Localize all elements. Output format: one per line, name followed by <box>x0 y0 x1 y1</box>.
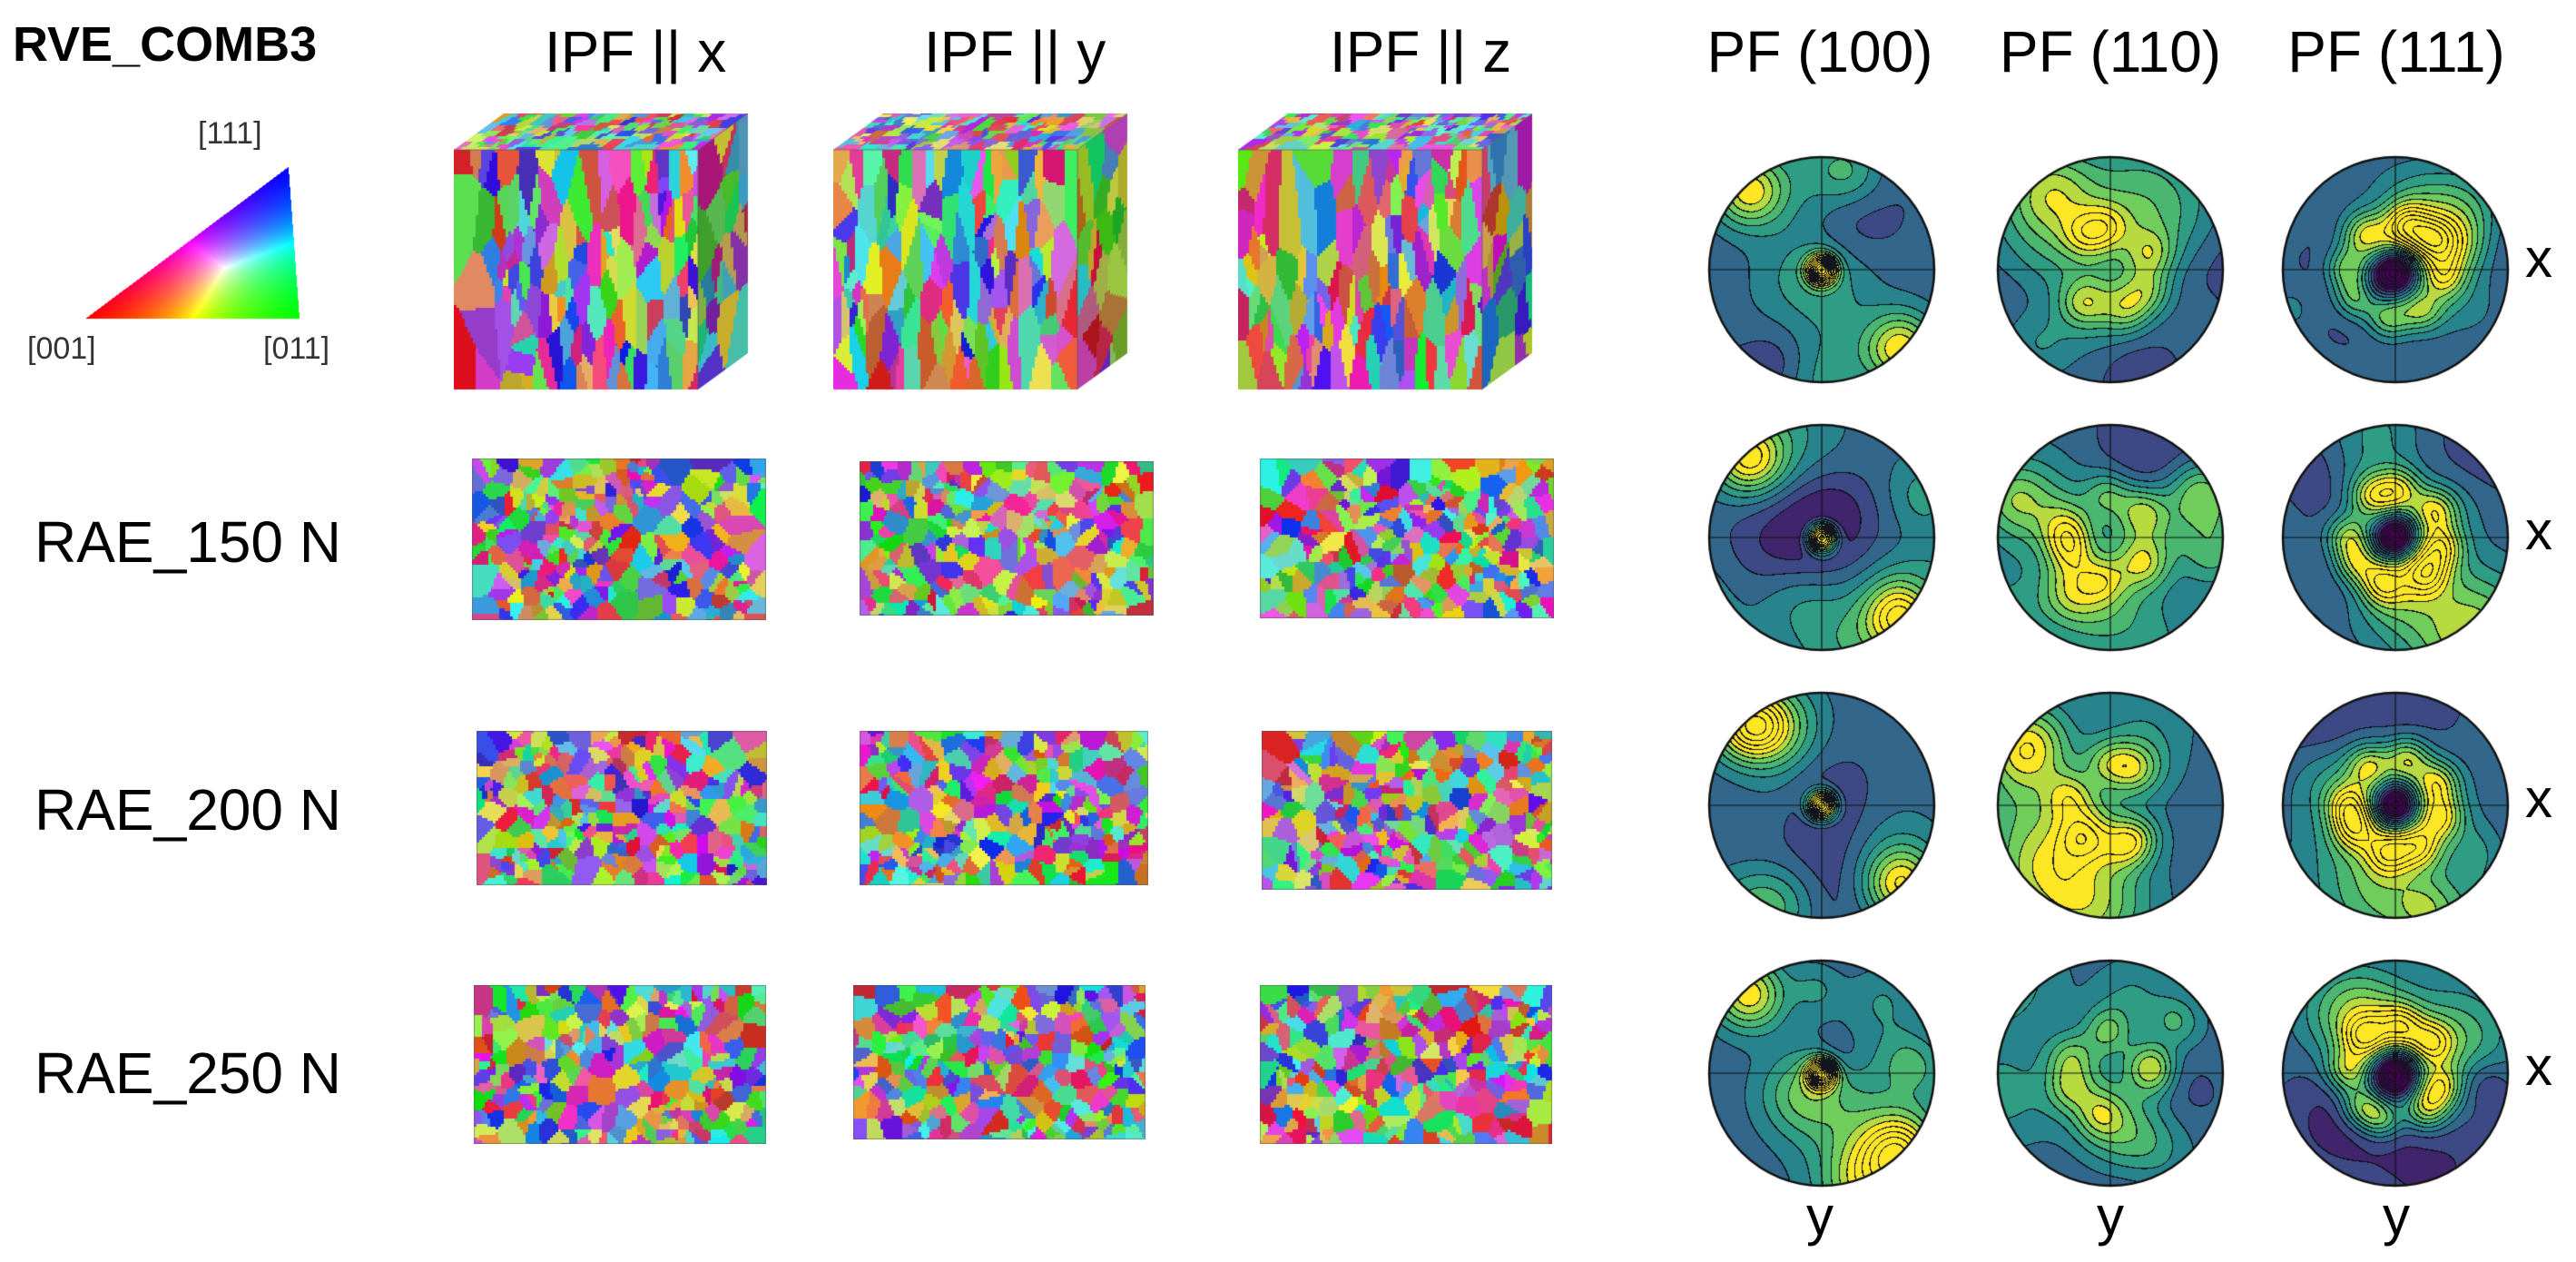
pole-figure-rae250-100 <box>1706 958 1937 1188</box>
row-label-rae-200: RAE_200 N <box>34 777 341 843</box>
ipf-key-label-001: [001] <box>27 331 96 366</box>
pole-figure-rae150-110 <box>1995 422 2226 653</box>
pf-axis-label-x-row1: x <box>2525 228 2552 289</box>
pf-axis-label-y-110: y <box>2097 1186 2124 1247</box>
col-header-pf-111: PF (111) <box>2287 19 2505 84</box>
pf-axis-label-x-row4: x <box>2525 1036 2552 1097</box>
ipf-map-rae200-y <box>860 731 1148 885</box>
ipf-color-key <box>86 163 304 327</box>
ipf-map-rae150-y <box>860 461 1154 616</box>
pf-axis-label-y-100: y <box>1806 1186 1834 1247</box>
pole-figure-rae150-100 <box>1706 422 1937 653</box>
ipf-map-rae250-x <box>474 985 766 1144</box>
col-header-pf-100: PF (100) <box>1706 19 1933 84</box>
ipf-key-label-011: [011] <box>263 331 330 366</box>
ipf-3d-box-z <box>1238 113 1538 395</box>
pole-figure-rve-100 <box>1706 154 1937 385</box>
pf-axis-label-y-111: y <box>2383 1186 2410 1247</box>
row-label-rae-250: RAE_250 N <box>34 1040 341 1106</box>
pole-figure-rae200-110 <box>1995 690 2226 921</box>
col-header-ipf-y: IPF || y <box>923 19 1106 84</box>
ipf-map-rae150-x <box>472 458 766 620</box>
ipf-map-rae150-z <box>1260 458 1554 618</box>
pole-figure-rae250-110 <box>1995 958 2226 1188</box>
figure-title: RVE_COMB3 <box>13 17 318 72</box>
pole-figure-rve-111 <box>2280 154 2511 385</box>
ipf-map-rae250-z <box>1260 985 1552 1144</box>
ipf-3d-box-x <box>454 113 753 395</box>
pole-figure-rae250-111 <box>2280 958 2511 1188</box>
ipf-map-rae200-x <box>477 731 767 885</box>
ipf-key-triangle <box>86 163 304 327</box>
ipf-map-rae250-y <box>853 985 1145 1139</box>
ipf-3d-box-y <box>833 113 1133 395</box>
pole-figure-rae200-111 <box>2280 690 2511 921</box>
pf-axis-label-x-row3: x <box>2525 768 2552 829</box>
pf-axis-label-x-row2: x <box>2525 500 2552 561</box>
pole-figure-rae150-111 <box>2280 422 2511 653</box>
ipf-key-label-111: [111] <box>198 116 262 151</box>
pole-figure-rae200-100 <box>1706 690 1937 921</box>
col-header-ipf-z: IPF || z <box>1329 19 1512 84</box>
col-header-pf-110: PF (110) <box>1999 19 2222 84</box>
col-header-ipf-x: IPF || x <box>544 19 727 84</box>
pole-figure-rve-110 <box>1995 154 2226 385</box>
row-label-rae-150: RAE_150 N <box>34 509 341 575</box>
ipf-map-rae200-z <box>1262 731 1552 890</box>
